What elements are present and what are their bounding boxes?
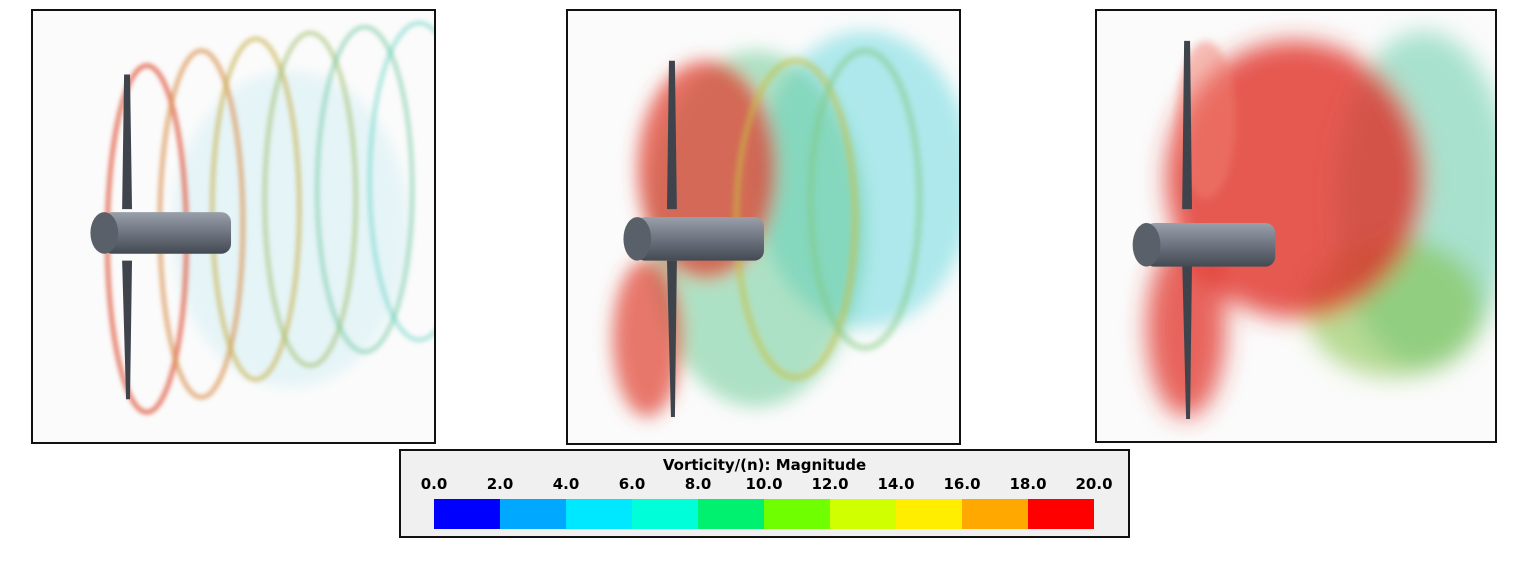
legend-tick-label: 14.0 <box>877 475 915 493</box>
turbine-low <box>90 74 232 400</box>
colorbar-segment <box>632 499 698 529</box>
colorbar-segment <box>962 499 1028 529</box>
colorbar-segment <box>1028 499 1094 529</box>
wake-render-low <box>90 20 434 415</box>
vortex-panel-low <box>31 9 436 444</box>
legend-tick-label: 2.0 <box>486 475 514 493</box>
legend-ticks: 0.0 2.0 4.0 6.0 8.0 10.0 12.0 14.0 16.0 18.0 20.0 <box>401 475 1128 495</box>
legend-tick-label: 8.0 <box>684 475 712 493</box>
legend-tick-label: 12.0 <box>811 475 849 493</box>
colorbar-segment <box>566 499 632 529</box>
legend-tick-label: 20.0 <box>1075 475 1113 493</box>
legend-tick-label: 18.0 <box>1009 475 1047 493</box>
colorbar-segment <box>698 499 764 529</box>
vortex-panel-high <box>1095 9 1497 443</box>
vortex-panel-mid <box>566 9 961 445</box>
wake-render-high <box>1132 31 1495 420</box>
colorbar-segment <box>500 499 566 529</box>
colorbar-legend: Vorticity/(n): Magnitude 0.0 2.0 4.0 6.0 8.0… <box>399 449 1130 538</box>
turbine-mid <box>623 60 764 418</box>
colorbar-segment <box>764 499 830 529</box>
wake-render-mid <box>612 31 959 418</box>
colorbar-segment <box>830 499 896 529</box>
colorbar-segment <box>434 499 500 529</box>
colorbar-segment <box>896 499 962 529</box>
legend-tick-label: 0.0 <box>420 475 448 493</box>
legend-tick-label: 6.0 <box>618 475 646 493</box>
colorbar <box>434 499 1094 529</box>
legend-tick-label: 10.0 <box>745 475 783 493</box>
legend-tick-label: 4.0 <box>552 475 580 493</box>
legend-title: Vorticity/(n): Magnitude <box>662 456 867 474</box>
legend-tick-label: 16.0 <box>943 475 981 493</box>
turbine-high <box>1132 40 1276 420</box>
